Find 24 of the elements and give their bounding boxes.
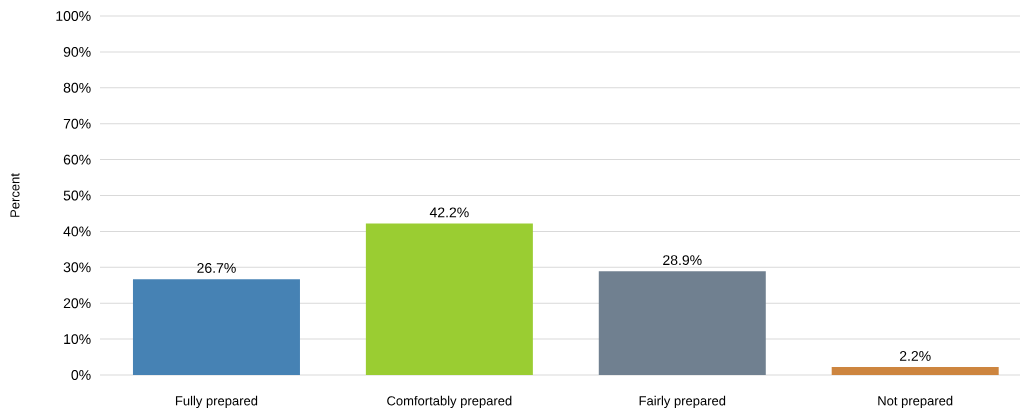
y-axis-title: Percent xyxy=(10,173,20,217)
x-tick-label: Not prepared xyxy=(878,395,953,408)
y-tick-label: 60% xyxy=(63,154,91,165)
data-label: 28.9% xyxy=(663,255,702,266)
y-tick-label: 70% xyxy=(63,118,91,129)
bar xyxy=(132,279,300,375)
y-tick-label: 50% xyxy=(63,190,91,201)
y-tick-label: 80% xyxy=(63,82,91,93)
bar xyxy=(365,223,533,375)
y-tick-label: 0% xyxy=(71,370,91,380)
bar xyxy=(831,367,999,375)
x-tick-label: Comfortably prepared xyxy=(387,395,512,408)
data-label: 42.2% xyxy=(429,207,469,218)
y-tick-label: 100% xyxy=(56,11,91,21)
y-tick-label: 20% xyxy=(63,298,91,309)
data-label: 2.2% xyxy=(899,351,931,361)
y-tick-label: 90% xyxy=(63,46,91,57)
data-label: 26.7% xyxy=(197,263,236,273)
bar xyxy=(598,271,766,375)
x-tick-label: Fairly prepared xyxy=(639,395,726,408)
y-tick-label: 30% xyxy=(63,262,91,273)
x-tick-label: Fully prepared xyxy=(175,395,258,408)
y-tick-label: 10% xyxy=(64,334,91,345)
y-tick-label: 40% xyxy=(63,226,91,237)
